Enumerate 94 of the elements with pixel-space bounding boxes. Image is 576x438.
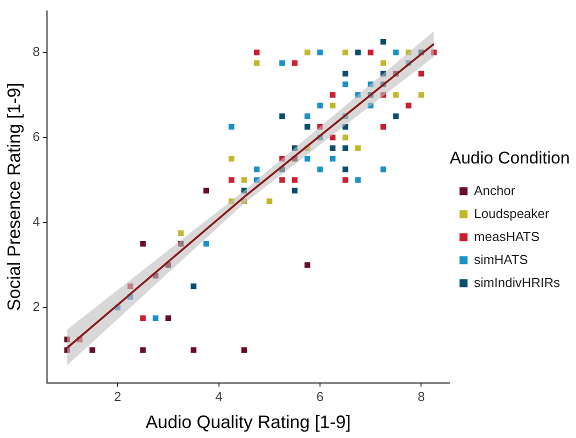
x-axis-title: Audio Quality Rating [1-9]	[146, 412, 351, 432]
point	[368, 102, 374, 108]
point	[330, 134, 336, 140]
point	[304, 262, 310, 268]
point	[304, 156, 310, 162]
y-tick-label: 2	[32, 299, 40, 314]
point	[380, 70, 386, 77]
point	[330, 102, 336, 108]
point	[342, 82, 348, 88]
point	[393, 50, 399, 56]
legend-label: simHATS	[474, 252, 528, 267]
point	[380, 124, 386, 130]
y-axis-title: Social Presence Rating [1-9]	[4, 82, 24, 311]
point	[64, 336, 70, 342]
point	[330, 145, 336, 151]
point	[241, 347, 247, 353]
point	[317, 50, 323, 56]
point	[342, 145, 348, 151]
point	[355, 50, 361, 56]
point	[254, 60, 260, 66]
point	[406, 50, 412, 56]
legend-title: Audio Condition	[450, 148, 570, 168]
point	[228, 124, 234, 130]
legend-label: Anchor	[474, 182, 516, 198]
point	[368, 50, 374, 56]
point	[190, 347, 196, 353]
point	[228, 177, 234, 183]
legend-label: Loudspeaker	[474, 206, 550, 221]
point	[342, 70, 348, 77]
point	[127, 283, 134, 290]
point	[90, 347, 96, 353]
point	[380, 166, 386, 172]
point	[431, 50, 437, 56]
x-tick-label: 4	[215, 389, 222, 404]
point	[241, 177, 247, 183]
point	[254, 166, 260, 172]
legend-label: measHATS	[474, 228, 540, 244]
point	[418, 92, 424, 98]
point	[292, 188, 298, 194]
point	[355, 92, 361, 98]
y-tick-label: 8	[32, 44, 40, 60]
x-tick-label: 6	[316, 389, 324, 404]
point	[203, 240, 210, 247]
point	[380, 39, 386, 45]
point	[393, 113, 399, 120]
point	[317, 166, 323, 172]
point	[279, 177, 285, 183]
y-tick-label: 6	[32, 129, 40, 144]
point	[140, 240, 146, 247]
point	[292, 177, 298, 183]
legend-label: simIndivHRIRs	[474, 274, 560, 290]
y-tick-label: 4	[32, 214, 40, 230]
point	[140, 315, 146, 322]
point	[355, 177, 361, 183]
point	[165, 315, 172, 322]
x-tick-label: 2	[114, 389, 122, 404]
point	[190, 283, 196, 290]
point	[317, 102, 323, 108]
point	[368, 82, 374, 88]
point	[304, 50, 310, 56]
point	[342, 124, 348, 130]
point	[64, 347, 70, 353]
point	[304, 113, 310, 120]
point	[203, 188, 210, 194]
point	[228, 198, 234, 204]
point	[355, 145, 361, 151]
point	[292, 60, 298, 66]
point	[342, 177, 348, 183]
point	[279, 60, 285, 66]
point	[317, 124, 323, 130]
point	[393, 92, 399, 98]
point	[279, 156, 285, 162]
point	[178, 230, 184, 236]
point	[152, 315, 158, 322]
point	[330, 156, 336, 162]
point	[330, 92, 336, 98]
point	[342, 166, 348, 172]
point	[228, 156, 234, 162]
point	[178, 240, 184, 247]
point	[342, 134, 348, 140]
point	[254, 50, 260, 56]
point	[418, 70, 424, 77]
point	[380, 92, 386, 98]
point	[292, 145, 298, 151]
point	[266, 198, 272, 204]
point	[342, 50, 348, 56]
point	[241, 188, 247, 194]
point	[254, 177, 260, 183]
point	[140, 347, 146, 353]
point	[406, 102, 412, 108]
x-tick-label: 8	[418, 389, 425, 404]
point	[380, 60, 386, 66]
point	[304, 124, 310, 130]
point	[279, 113, 285, 120]
